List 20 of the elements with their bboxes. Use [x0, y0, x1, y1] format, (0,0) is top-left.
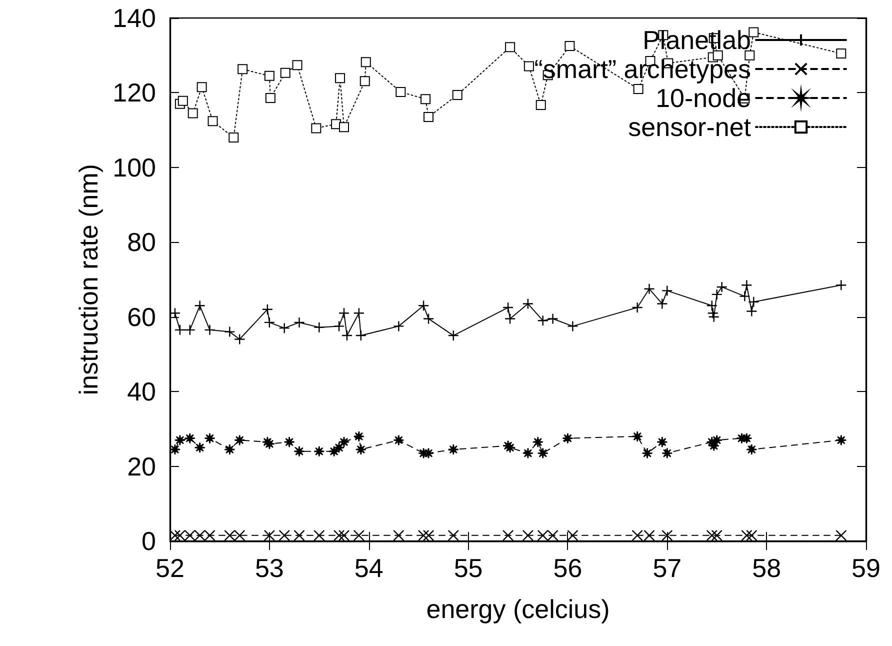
x-tick-label: 56	[553, 553, 582, 583]
y-tick-label: 20	[127, 451, 156, 482]
x-tick-label: 57	[652, 553, 682, 583]
y-tick-label: 100	[112, 152, 156, 182]
x-tick-label: 54	[354, 553, 384, 583]
x-tick-label: 55	[454, 553, 483, 583]
y-tick-label: 0	[142, 526, 156, 556]
x-tick-label: 58	[752, 553, 782, 583]
x-axis-title: energy (celcius)	[426, 594, 610, 624]
y-tick-label: 80	[127, 227, 156, 258]
y-axis-title: instruction rate (nm)	[74, 164, 104, 396]
legend-label: 10-node	[656, 83, 751, 113]
legend-label: sensor-net	[628, 112, 752, 142]
y-tick-label: 60	[127, 302, 156, 332]
x-tick-label: 53	[254, 553, 284, 583]
x-tick-label: 52	[156, 553, 184, 583]
y-tick-label: 140	[112, 3, 156, 33]
y-tick-label: 120	[112, 78, 156, 108]
x-tick-label: 59	[852, 553, 880, 583]
y-tick-label: 40	[127, 376, 156, 407]
